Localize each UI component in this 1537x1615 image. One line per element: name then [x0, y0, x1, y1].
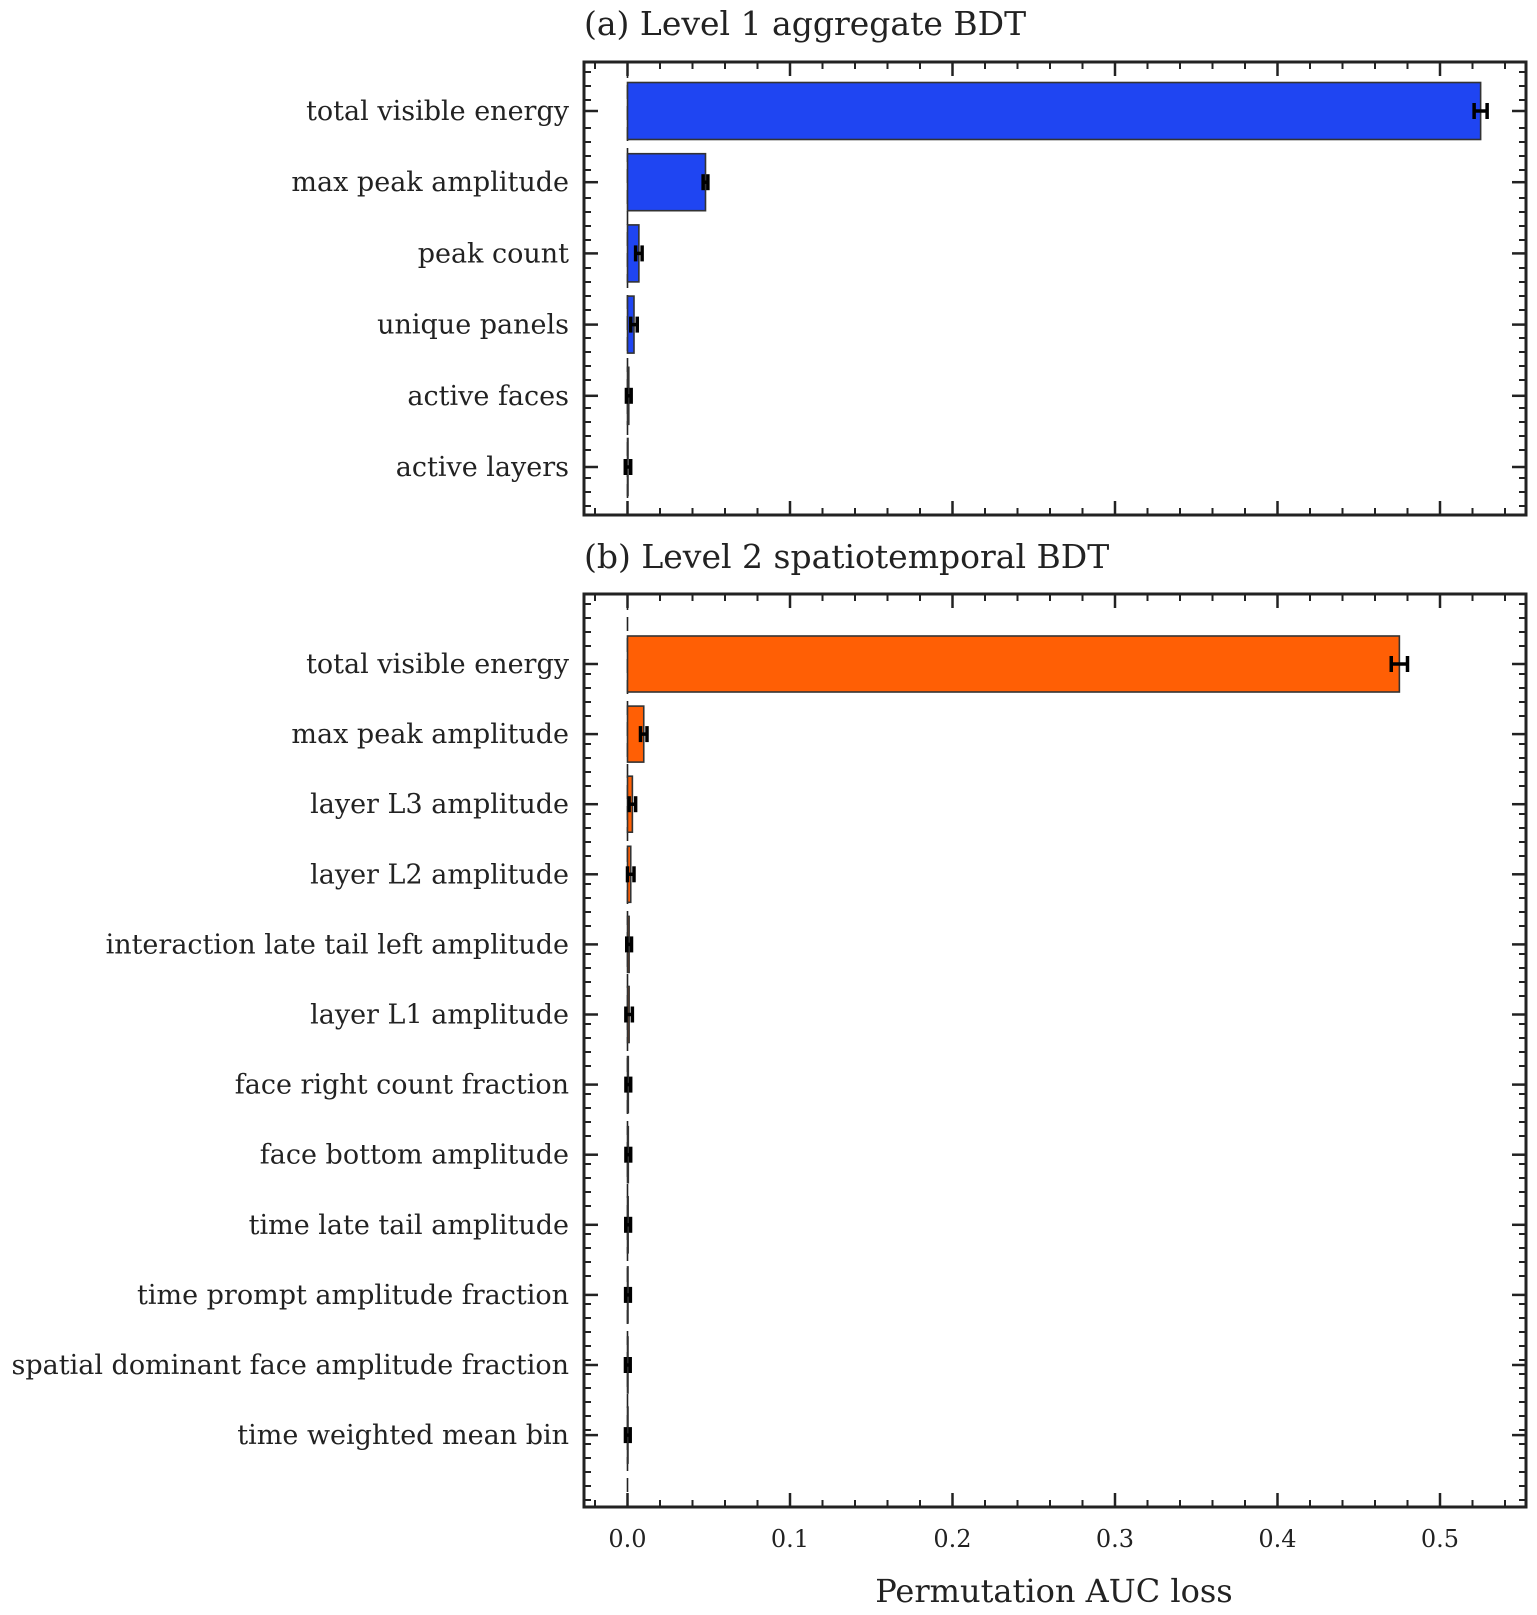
panel-a-category-label: max peak amplitude: [291, 167, 569, 198]
panel-a-title: (a) Level 1 aggregate BDT: [584, 4, 1026, 43]
panel-a-category-label: active layers: [396, 452, 569, 483]
panel-b-category-label: layer L1 amplitude: [310, 1000, 569, 1031]
panel-b-plot: 0.0 0.1 0.2 0.3 0.4 0.5 total visible energy ma…: [12, 592, 1528, 1553]
panel-a-category-label: active faces: [407, 381, 569, 412]
panel-b-category-label: layer L3 amplitude: [310, 789, 569, 820]
x-axis-label: Permutation AUC loss: [875, 1572, 1232, 1610]
panel-b-axes-frame: [582, 592, 1528, 1509]
panel-b-category-label: max peak amplitude: [291, 719, 569, 750]
panel-a-axes-frame: [582, 60, 1528, 517]
panel-b-category-label: interaction late tail left amplitude: [106, 929, 569, 960]
panel-b-x-tick-label: 0.3: [1096, 1525, 1134, 1553]
panel-b-category-label: face right count fraction: [235, 1070, 569, 1101]
panel-b-category-label: total visible energy: [306, 649, 570, 680]
panel-b-x-tick-label: 0.5: [1421, 1525, 1459, 1553]
panel-a-bar: [626, 152, 707, 212]
panel-a-bar: [626, 81, 1482, 141]
panel-b-bar: [626, 635, 1401, 693]
panel-b-category-label: time weighted mean bin: [237, 1420, 569, 1451]
panel-b-category-label: spatial dominant face amplitude fraction: [12, 1350, 569, 1381]
panel-b-category-label: time late tail amplitude: [249, 1210, 569, 1241]
panel-a-category-label: total visible energy: [306, 96, 570, 127]
panel-b-title: (b) Level 2 spatiotemporal BDT: [584, 537, 1109, 576]
panel-b-x-tick-label: 0.0: [608, 1525, 646, 1553]
panel-b-x-tick-label: 0.2: [933, 1525, 971, 1553]
panel-b-category-label: face bottom amplitude: [260, 1140, 569, 1171]
panel-b-category-label: layer L2 amplitude: [310, 859, 569, 890]
panel-a-category-label: peak count: [418, 238, 569, 269]
panel-b-x-tick-label: 0.4: [1258, 1525, 1296, 1553]
panel-b-x-tick-label: 0.1: [771, 1525, 809, 1553]
panel-b-category-label: time prompt amplitude fraction: [137, 1280, 569, 1311]
panel-a-category-label: unique panels: [377, 310, 569, 341]
panel-a-plot: total visible energy max peak amplitude pe…: [291, 60, 1528, 517]
